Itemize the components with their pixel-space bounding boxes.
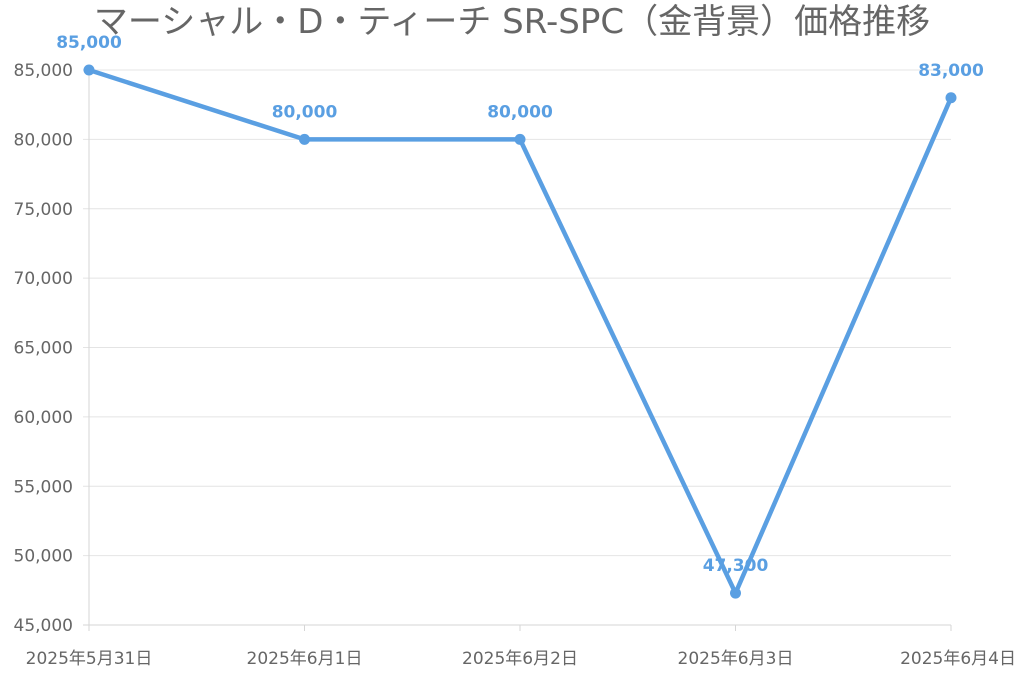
data-points — [83, 64, 957, 599]
data-label: 83,000 — [918, 61, 984, 81]
x-tick-label: 2025年6月2日 — [462, 649, 578, 669]
y-tick-label: 65,000 — [14, 339, 73, 359]
x-tick-label: 2025年6月1日 — [247, 649, 363, 669]
x-tick-label: 2025年5月31日 — [26, 649, 153, 669]
y-tick-label: 70,000 — [14, 269, 73, 289]
y-tick-label: 85,000 — [14, 61, 73, 81]
axes — [88, 65, 952, 631]
data-point — [945, 92, 957, 104]
y-tick-label: 75,000 — [14, 200, 73, 220]
data-point — [83, 64, 95, 76]
y-axis-ticks: 45,000 50,000 55,000 60,000 65,000 70,000 75,0… — [14, 61, 73, 636]
grid-lines — [83, 69, 951, 626]
chart-title: マーシャル・D・ティーチ SR-SPC（金背景）価格推移 — [94, 2, 930, 42]
data-label: 80,000 — [272, 102, 338, 122]
series-price — [86, 67, 954, 596]
data-point — [730, 587, 741, 599]
data-label: 85,000 — [56, 33, 122, 53]
x-tick-label: 2025年6月3日 — [678, 649, 794, 669]
x-tick-label: 2025年6月4日 — [900, 649, 1016, 669]
series-line — [86, 67, 954, 596]
y-tick-label: 80,000 — [14, 130, 73, 150]
y-tick-label: 50,000 — [14, 547, 73, 567]
y-tick-label: 55,000 — [14, 477, 73, 497]
data-label: 47,300 — [703, 556, 769, 576]
y-tick-label: 45,000 — [14, 616, 73, 636]
data-point — [514, 133, 526, 145]
data-labels: 85,000 80,000 80,000 47,300 83,000 — [56, 33, 984, 576]
x-axis-ticks: 2025年5月31日 2025年6月1日 2025年6月2日 2025年6月3日 202… — [26, 649, 1016, 669]
data-point — [299, 133, 310, 145]
y-tick-label: 60,000 — [14, 408, 73, 428]
data-label: 80,000 — [487, 102, 553, 122]
